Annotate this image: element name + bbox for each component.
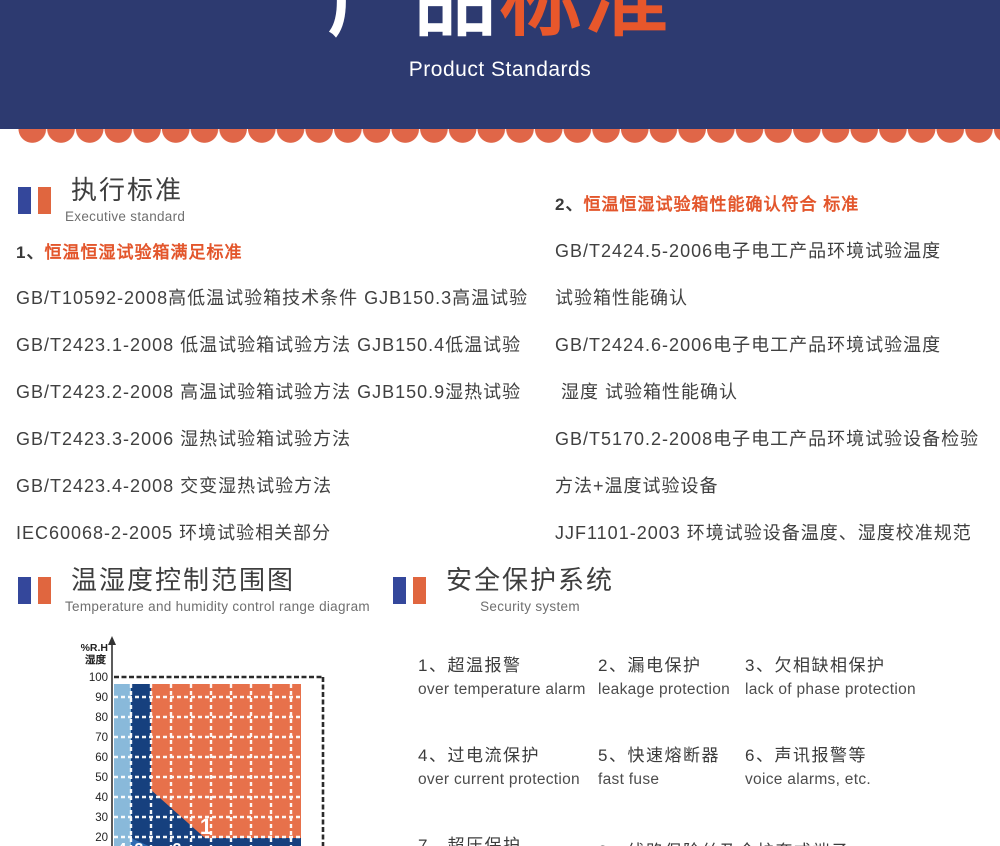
page-title-white: 产品 [327, 0, 500, 46]
section-head-executive: 执行标准 Executive standard [18, 175, 186, 224]
standard-line: GB/T2423.1-2008 低温试验箱试验方法 GJB150.4低温试验 [16, 335, 522, 355]
standard-line: GB/T2424.5-2006电子电工产品环境试验温度 [555, 241, 942, 261]
standard-line: GB/T5170.2-2008电子电工产品环境试验设备检验 [555, 429, 980, 449]
security-item-7: 7、超压保护 [418, 831, 598, 846]
standard-line: GB/T2423.3-2006 湿热试验箱试验方法 [16, 429, 352, 449]
security-subtitle: Security system [480, 598, 580, 614]
y-tick: 90 [95, 692, 108, 704]
item1-title: 恒温恒湿试验箱满足标准 [44, 243, 243, 262]
y-tick: 40 [95, 792, 108, 804]
scallop-divider [18, 129, 1000, 146]
humidity-range-chart: %R.H 湿度 100 90 80 70 60 50 40 30 20 1 4 … [81, 636, 325, 846]
security-item-zh: 6、声讯报警等 [745, 746, 867, 765]
page-title-orange: 标准 [500, 0, 673, 46]
security-item-en: fast fuse [598, 771, 660, 788]
y-tick: 30 [95, 812, 108, 824]
section-head-range-diagram: 温湿度控制范围图 Temperature and humidity contro… [18, 565, 370, 614]
y-axis-label-cn: 湿度 [85, 653, 106, 666]
standards-left-column: GB/T10592-2008高低温试验箱技术条件 GJB150.3高温试验 GB… [16, 284, 528, 566]
standard-line: GB/T10592-2008高低温试验箱技术条件 GJB150.3高温试验 [16, 288, 529, 308]
security-item-zh: 8、线路保险丝及全护套式端子 [598, 837, 996, 846]
region-2-diagonal-wedge [151, 790, 214, 846]
security-item-zh: 1、超温报警 [418, 656, 522, 675]
flag-bars-icon [393, 577, 426, 604]
security-item-en: over current protection [418, 771, 580, 788]
item2-title: 恒温恒湿试验箱性能确认符合 标准 [583, 195, 860, 214]
range-diagram-title: 温湿度控制范围图 [71, 565, 296, 595]
security-item-zh: 2、漏电保护 [598, 656, 702, 675]
security-item-zh: 5、快速熔断器 [598, 746, 720, 765]
flag-bars-icon [18, 577, 51, 604]
y-tick: 20 [95, 832, 108, 844]
blue-bar-icon [18, 187, 31, 214]
section-head-security: 安全保护系统 Security system [393, 565, 615, 614]
item1-number: 1、 [16, 243, 45, 262]
grid-lines [114, 684, 301, 846]
orange-bar-icon [413, 577, 426, 604]
standard-line: JJF1101-2003 环境试验设备温度、湿度校准规范 [555, 523, 972, 543]
security-item-3: 3、欠相缺相保护 lack of phase protection [745, 651, 996, 699]
y-tick: 50 [95, 772, 108, 784]
security-feature-grid: 1、超温报警 over temperature alarm 2、漏电保护 lea… [418, 651, 996, 846]
standard-line: GB/T2424.6-2006电子电工产品环境试验温度 [555, 335, 942, 355]
page-subtitle: Product Standards [408, 58, 592, 81]
security-item-2: 2、漏电保护 leakage protection [598, 651, 745, 699]
range-diagram-subtitle: Temperature and humidity control range d… [65, 598, 370, 614]
region-label-1: 1 [200, 814, 212, 839]
region-label-3: 3 [135, 841, 144, 846]
standard-line: 试验箱性能确认 [555, 288, 688, 308]
security-item-4: 4、过电流保护 over current protection [418, 741, 598, 789]
y-tick: 100 [89, 672, 108, 684]
bottom-navy-band [131, 838, 301, 846]
region-label-4: 4 [118, 841, 127, 846]
standard-line: GB/T2423.4-2008 交变湿热试验方法 [16, 476, 333, 496]
executive-subtitle: Executive standard [65, 208, 186, 224]
security-item-en: voice alarms, etc. [745, 771, 871, 788]
security-item-zh: 3、欠相缺相保护 [745, 656, 886, 675]
blue-bar-icon [393, 577, 406, 604]
security-item-en: lack of phase protection [745, 681, 916, 698]
region-label-2: 2 [173, 841, 182, 846]
item1-heading: 1、恒温恒湿试验箱满足标准 [16, 238, 242, 263]
y-tick: 70 [95, 732, 108, 744]
executive-title: 执行标准 [71, 175, 184, 205]
security-title: 安全保护系统 [446, 565, 615, 595]
security-item-5: 5、快速熔断器 fast fuse [598, 741, 745, 789]
blue-bar-icon [18, 577, 31, 604]
region-3-navy-column [131, 684, 151, 846]
y-axis-arrow-icon [108, 636, 116, 645]
standard-line: GB/T2423.2-2008 高温试验箱试验方法 GJB150.9湿热试验 [16, 382, 522, 402]
standards-right-column: GB/T2424.5-2006电子电工产品环境试验温度 试验箱性能确认 GB/T… [555, 237, 979, 566]
hero-banner: 产品标准 Product Standards [0, 0, 1000, 129]
mid-blue-wedge [131, 838, 149, 846]
standard-line: 湿度 试验箱性能确认 [555, 382, 739, 402]
flag-bars-icon [18, 187, 51, 214]
security-item-zh: 7、超压保护 [418, 836, 522, 846]
security-item-zh: 4、过电流保护 [418, 746, 540, 765]
standard-line: 方法+温度试验设备 [555, 476, 719, 496]
security-item-6: 6、声讯报警等 voice alarms, etc. [745, 741, 996, 789]
y-axis-label-rh: %R.H [81, 642, 108, 654]
orange-bar-icon [38, 577, 51, 604]
item2-number: 2、 [555, 195, 584, 214]
region-4-light-blue-column [114, 684, 131, 846]
y-tick: 80 [95, 712, 108, 724]
standard-line: IEC60068-2-2005 环境试验相关部分 [16, 523, 332, 543]
orange-bar-icon [38, 187, 51, 214]
security-item-en: leakage protection [598, 681, 731, 698]
item2-heading: 2、恒温恒湿试验箱性能确认符合 标准 [555, 190, 859, 215]
security-item-8: 8、线路保险丝及全护套式端子 [598, 837, 996, 846]
security-item-1: 1、超温报警 over temperature alarm [418, 651, 598, 699]
security-item-en: over temperature alarm [418, 681, 586, 698]
y-tick: 60 [95, 752, 108, 764]
page-title: 产品标准 [0, 0, 1000, 42]
